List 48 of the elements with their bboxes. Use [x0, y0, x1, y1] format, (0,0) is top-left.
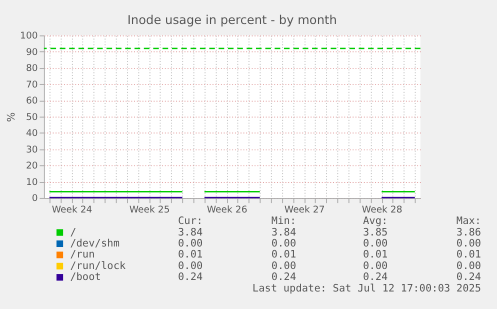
text: 3.84 — [178, 226, 203, 238]
text: 0.00 — [362, 260, 388, 272]
x-tick-label: Week 24 — [52, 204, 92, 216]
text: 0.00 — [178, 238, 203, 250]
y-tick-label: 20 — [26, 160, 38, 172]
text: Avg: — [362, 215, 388, 228]
text: 0.24 — [178, 271, 203, 284]
text: 0.01 — [271, 248, 296, 261]
text: 0.00 — [271, 238, 296, 250]
text: Min: — [271, 215, 296, 228]
text: 0.24 — [456, 271, 482, 284]
y-tick-label: 80 — [26, 63, 38, 74]
y-tick-label: 100 — [20, 30, 38, 42]
y-tick-label: 10 — [26, 176, 38, 188]
text: 0.01 — [178, 248, 203, 261]
y-tick-label: 90 — [26, 46, 38, 58]
text: Cur: — [178, 215, 203, 228]
y-tick-label: 40 — [26, 128, 38, 140]
text: 0.01 — [362, 248, 388, 261]
legend-label: /dev/shm — [70, 238, 120, 250]
text: 0.24 — [362, 271, 388, 284]
text: 0.00 — [456, 260, 482, 272]
text: 0.00 — [178, 260, 203, 272]
text: Last update: Sat Jul 12 17:00:03 2025 — [252, 282, 482, 294]
y-tick-label: 70 — [26, 79, 38, 90]
chart-title: Inode usage in percent - by month — [127, 13, 337, 28]
y-tick-label: 30 — [26, 144, 38, 156]
text: Max: — [456, 215, 482, 228]
y-tick-label: 60 — [26, 96, 38, 107]
y-axis-title: % — [5, 112, 18, 122]
text: 0.00 — [456, 238, 482, 250]
text: 3.84 — [271, 226, 296, 238]
x-tick-label: Week 28 — [362, 204, 402, 216]
legend-label: /boot — [70, 271, 101, 284]
text: 3.85 — [362, 226, 388, 238]
text: 0.01 — [456, 248, 482, 261]
y-tick-label: 0 — [32, 193, 38, 204]
text: 0.00 — [271, 260, 296, 272]
x-tick-label: Week 27 — [284, 204, 325, 216]
legend-label: /run — [70, 248, 95, 261]
x-tick-label: Week 25 — [129, 204, 170, 216]
text: 0.24 — [271, 271, 296, 284]
y-tick-label: 50 — [26, 112, 38, 123]
text: 3.86 — [456, 226, 482, 238]
legend-label: / — [70, 226, 76, 238]
legend-label: /run/lock — [70, 260, 127, 272]
text: 0.00 — [362, 238, 388, 250]
x-tick-label: Week 26 — [206, 204, 248, 216]
